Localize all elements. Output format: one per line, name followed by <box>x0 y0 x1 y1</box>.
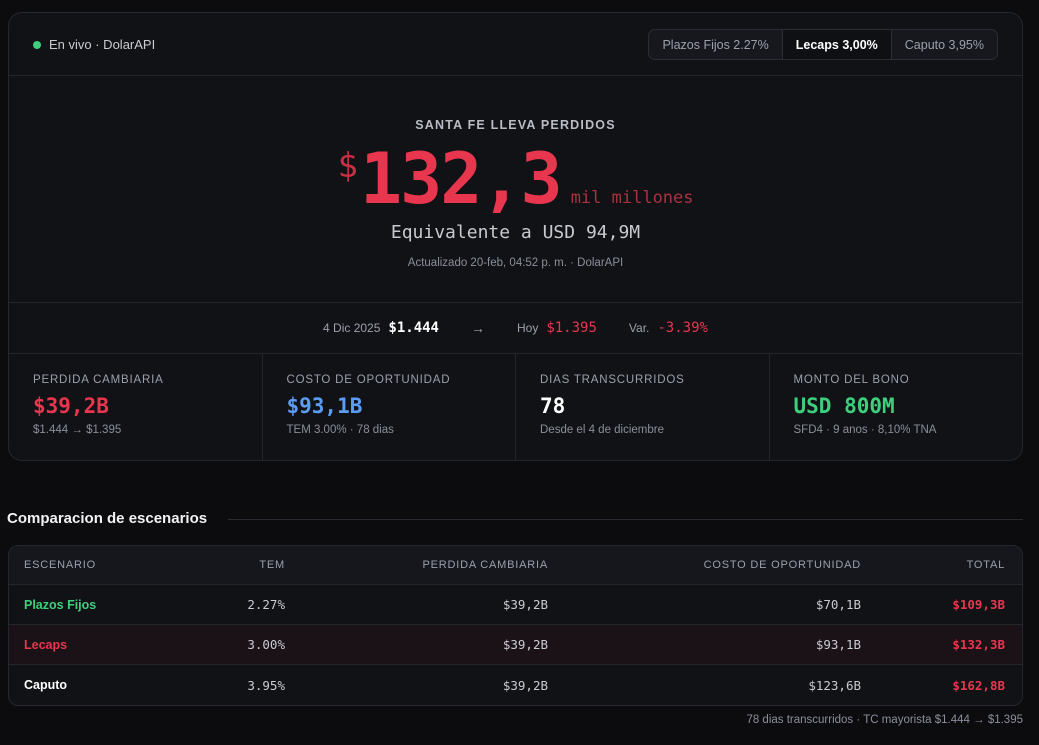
section-divider <box>228 519 1023 520</box>
header-escenario: ESCENARIO <box>24 559 96 571</box>
scenario-costo: $93,1B <box>815 637 861 652</box>
stat-label: PERDIDA CAMBIARIA <box>33 374 164 386</box>
table-row[interactable]: Lecaps 3.00% $39,2B $93,1B $132,3B <box>9 625 1022 665</box>
scenario-perdida: $39,2B <box>502 637 548 652</box>
scenario-costo: $123,6B <box>808 677 861 693</box>
stat-sub: Desde el 4 de diciembre <box>540 424 665 436</box>
scenario-total: $132,3B <box>952 637 1005 652</box>
stat-costo-oportunidad: COSTO DE OPORTUNIDAD $93,1B TEM 3.00% · … <box>263 354 516 460</box>
stat-monto-bono: MONTO DEL BONO USD 800M SFD4 · 9 anos · … <box>770 354 1023 460</box>
scenario-tem: 3.00% <box>247 637 285 652</box>
rate-variation-label: Var. <box>628 321 650 335</box>
scenario-costo: $70,1B <box>815 597 861 612</box>
table-header-row: ESCENARIO TEM PERDIDA CAMBIARIA COSTO DE… <box>9 546 1022 585</box>
live-status: En vivo · DolarAPI <box>33 37 155 52</box>
hero-value: 132,3 <box>359 138 563 220</box>
arrow-right-icon: → <box>470 320 485 336</box>
table-row[interactable]: Plazos Fijos 2.27% $39,2B $70,1B $109,3B <box>9 585 1022 625</box>
stat-sub: TEM 3.00% · 78 dias <box>286 424 394 436</box>
scenario-name: Caputo <box>24 678 68 692</box>
exchange-rate-row: 4 Dic 2025 $1.444 → Hoy $1.395 Var. -3.3… <box>9 303 1022 354</box>
header-perdida: PERDIDA CAMBIARIA <box>422 559 548 571</box>
stat-value: 78 <box>540 394 566 418</box>
stat-label: MONTO DEL BONO <box>793 374 910 386</box>
stat-sub: $1.444 → $1.395 <box>33 424 122 436</box>
hero-currency: $ <box>337 146 358 186</box>
scenario-tabs: Plazos Fijos 2.27% Lecaps 3,00% Caputo 3… <box>648 29 998 60</box>
top-bar: En vivo · DolarAPI Plazos Fijos 2.27% Le… <box>9 13 1022 76</box>
header-tem: TEM <box>259 559 285 571</box>
live-dot-icon <box>33 40 41 49</box>
tab-caputo[interactable]: Caputo 3,95% <box>904 37 984 52</box>
header-costo: COSTO DE OPORTUNIDAD <box>703 559 861 571</box>
scenario-tem: 2.27% <box>247 597 285 612</box>
live-status-label: En vivo · DolarAPI <box>49 37 156 52</box>
stat-value: $93,1B <box>286 394 363 418</box>
section-title: Comparacion de escenarios <box>7 510 208 527</box>
scenario-tem: 3.95% <box>247 677 285 693</box>
rate-today-label: Hoy <box>516 321 539 335</box>
header-total: TOTAL <box>966 559 1005 571</box>
rate-from-value: $1.444 <box>388 320 439 336</box>
hero-label: SANTA FE LLEVA PERDIDOS <box>415 118 616 132</box>
stat-value: $39,2B <box>33 394 109 418</box>
stat-label: COSTO DE OPORTUNIDAD <box>286 374 451 386</box>
hero-updated-timestamp: Actualizado 20-feb, 04:52 p. m. · DolarA… <box>407 257 624 269</box>
tab-lecaps[interactable]: Lecaps 3,00% <box>781 30 892 59</box>
rate-from-label: 4 Dic 2025 <box>323 321 381 335</box>
stats-grid: PERDIDA CAMBIARIA $39,2B $1.444 → $1.395… <box>9 354 1023 460</box>
footnote: 78 dias transcurridos · TC mayorista $1.… <box>746 714 1023 726</box>
stat-value: USD 800M <box>793 394 895 418</box>
tab-plazos-fijos[interactable]: Plazos Fijos 2.27% <box>662 37 769 52</box>
stat-perdida-cambiaria: PERDIDA CAMBIARIA $39,2B $1.444 → $1.395 <box>9 354 263 460</box>
scenario-name: Lecaps <box>24 637 68 652</box>
hero-usd-equivalent: Equivalente a USD 94,9M <box>390 222 641 243</box>
summary-card: En vivo · DolarAPI Plazos Fijos 2.27% Le… <box>8 12 1023 461</box>
loss-hero: SANTA FE LLEVA PERDIDOS $ 132,3 mil mill… <box>9 76 1022 303</box>
hero-amount: $ 132,3 mil millones <box>9 140 1022 218</box>
scenario-total: $162,8B <box>952 677 1005 693</box>
rate-today-value: $1.395 <box>546 320 597 336</box>
scenario-total: $109,3B <box>952 597 1005 612</box>
scenario-perdida: $39,2B <box>502 677 548 693</box>
stat-dias-transcurridos: DIAS TRANSCURRIDOS 78 Desde el 4 de dici… <box>516 354 770 460</box>
hero-unit: mil millones <box>570 188 694 208</box>
stat-sub: SFD4 · 9 anos · 8,10% TNA <box>793 424 937 436</box>
rate-variation-value: -3.39% <box>657 320 708 336</box>
scenario-perdida: $39,2B <box>502 597 548 612</box>
scenario-name: Plazos Fijos <box>24 597 97 612</box>
stat-label: DIAS TRANSCURRIDOS <box>540 374 685 386</box>
scenario-table: ESCENARIO TEM PERDIDA CAMBIARIA COSTO DE… <box>8 545 1023 706</box>
table-row[interactable]: Caputo 3.95% $39,2B $123,6B $162,8B <box>9 665 1022 705</box>
